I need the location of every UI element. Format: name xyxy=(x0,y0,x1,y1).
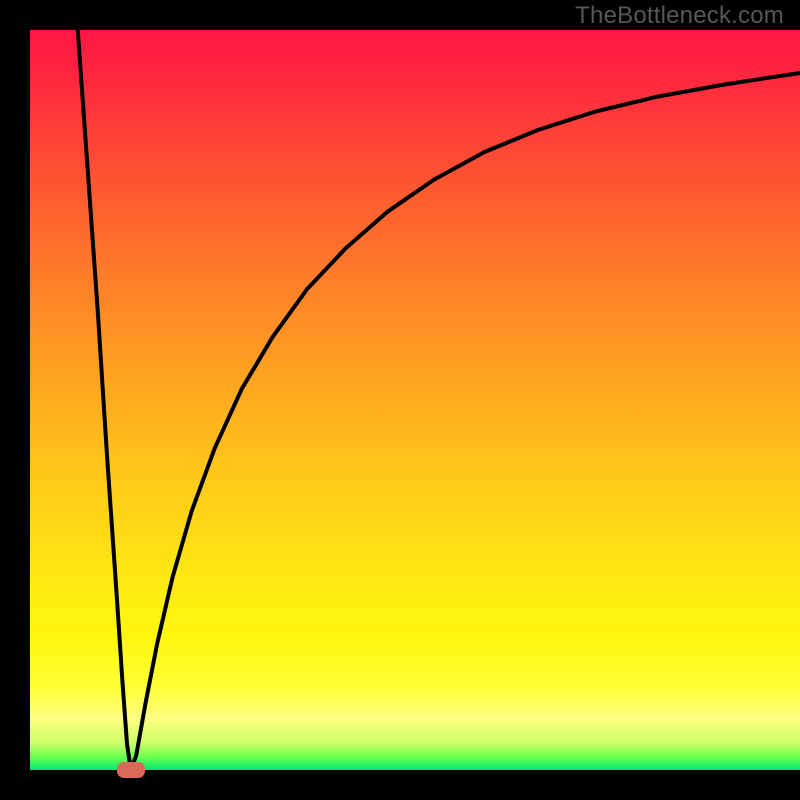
minimum-marker xyxy=(117,762,145,778)
curve-overlay xyxy=(0,0,800,800)
bottleneck-curve xyxy=(78,30,800,770)
watermark-text: TheBottleneck.com xyxy=(575,2,784,30)
chart-container: TheBottleneck.com xyxy=(0,0,800,800)
